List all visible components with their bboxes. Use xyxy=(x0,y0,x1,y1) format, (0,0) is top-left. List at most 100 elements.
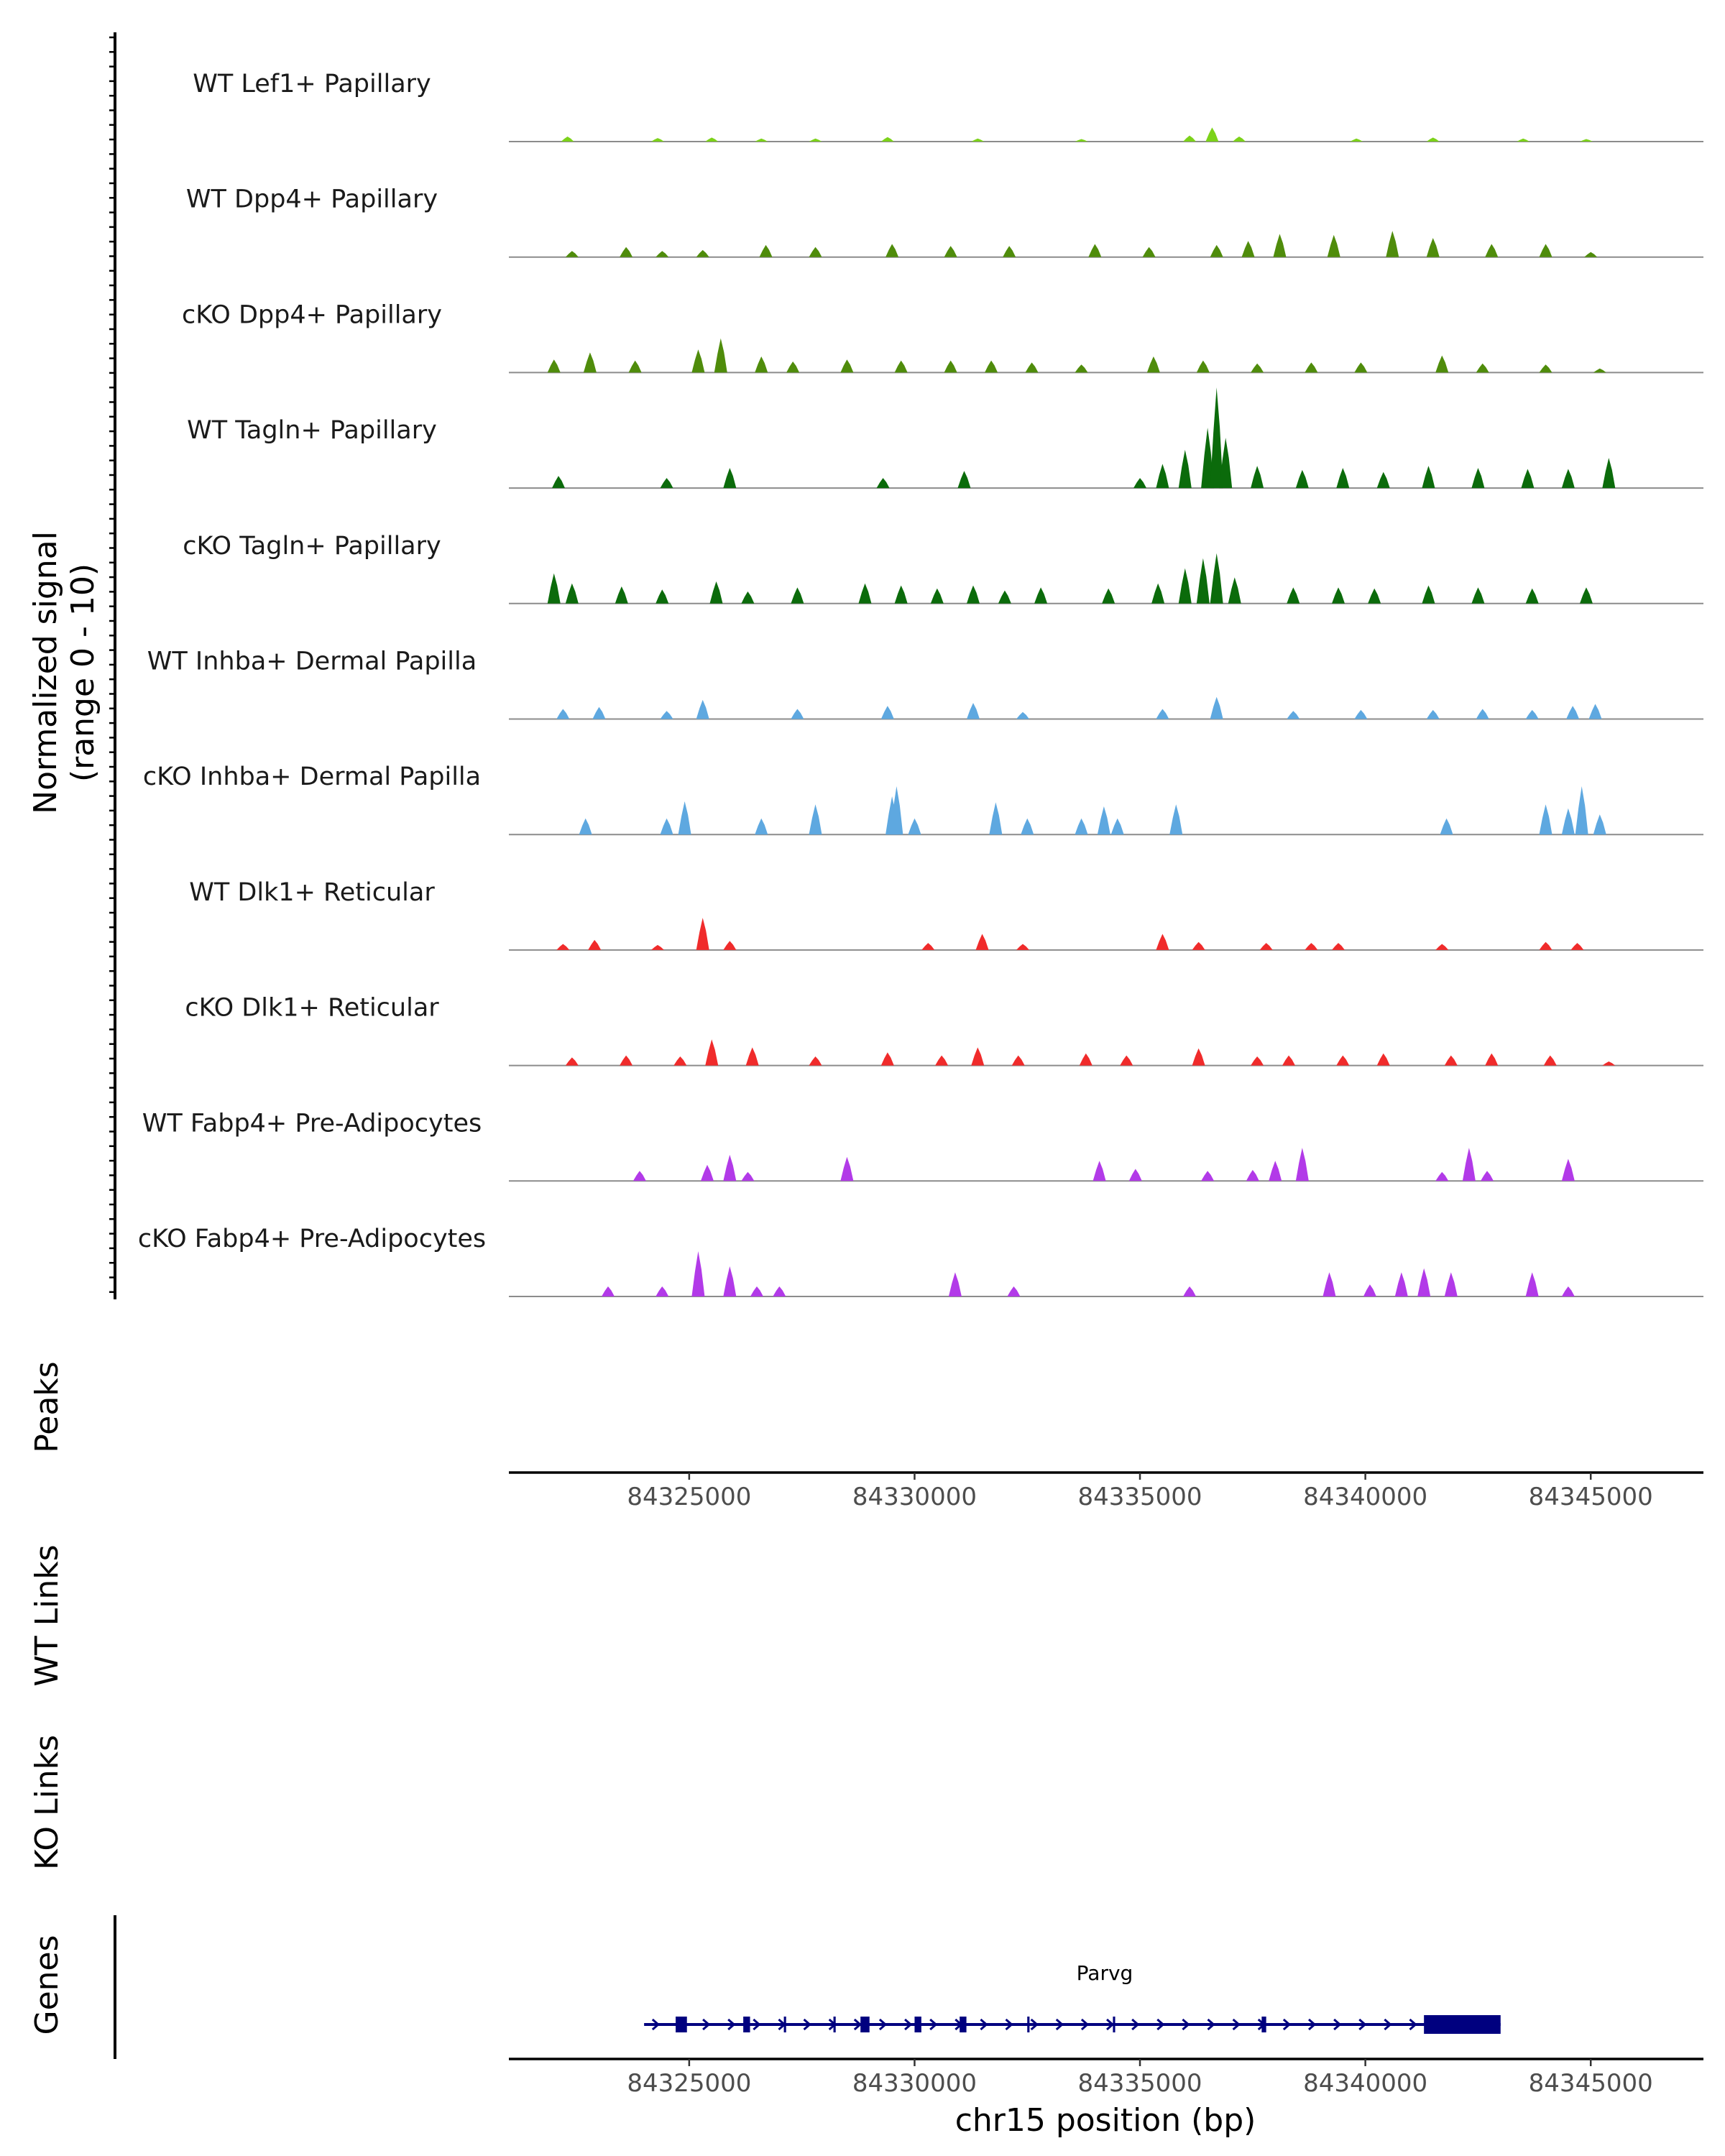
coverage-peak xyxy=(1444,1272,1458,1296)
coverage-peak xyxy=(1210,696,1223,719)
coverage-track-11: cKO Fabp4+ Pre-Adipocytes xyxy=(138,1225,1703,1297)
x-axis-tick-label: 84325000 xyxy=(627,1483,751,1511)
coverage-peak xyxy=(1169,804,1183,835)
coverage-peak xyxy=(660,818,673,835)
coverage-peak xyxy=(1196,558,1210,604)
gene-strand-arrow xyxy=(1156,2018,1165,2031)
gene-strand-arrow xyxy=(1207,2018,1215,2031)
coverage-peak xyxy=(700,1164,714,1181)
coverage-track-8: WT Dlk1+ Reticular xyxy=(189,878,1703,951)
coverage-peak xyxy=(750,1286,763,1296)
coverage-peak xyxy=(1092,1161,1106,1181)
gene-strand-arrow xyxy=(980,2018,988,2031)
gene-exon xyxy=(743,2017,750,2032)
coverage-peak xyxy=(1584,252,1598,257)
coverage-peak xyxy=(755,138,768,142)
coverage-peak xyxy=(935,1055,949,1066)
coverage-peak xyxy=(809,804,822,835)
coverage-y-axis-ticks xyxy=(109,36,115,1294)
coverage-peak xyxy=(1183,135,1197,142)
gene-strand-arrow xyxy=(1030,2018,1039,2031)
coverage-peak xyxy=(723,468,737,489)
x-axis-tick-label: 84345000 xyxy=(1529,1483,1653,1511)
coverage-peak xyxy=(656,589,669,604)
coverage-peak xyxy=(1376,471,1390,489)
coverage-peak xyxy=(966,703,980,719)
coverage-peak xyxy=(1183,1286,1197,1296)
coverage-peak xyxy=(944,246,957,257)
coverage-peak xyxy=(989,802,1003,835)
coverage-peak xyxy=(1525,588,1539,604)
track-label: cKO Dlk1+ Reticular xyxy=(185,994,439,1023)
gene-strand-arrow xyxy=(651,2018,661,2031)
coverage-peak xyxy=(1241,241,1255,257)
coverage-peak xyxy=(628,360,642,373)
gene-strand-arrow xyxy=(1131,2018,1140,2031)
coverage-peak xyxy=(1435,944,1449,950)
coverage-peak xyxy=(786,361,800,373)
coverage-peak xyxy=(592,706,606,719)
x-axis-tick-label: 84325000 xyxy=(627,2069,751,2098)
coverage-peak xyxy=(547,359,561,373)
coverage-peak xyxy=(791,709,804,719)
gene-model-parvg xyxy=(644,2015,1501,2034)
coverage-peak xyxy=(1088,244,1102,257)
gene-exon xyxy=(833,2017,836,2032)
coverage-peak xyxy=(1192,941,1205,950)
coverage-peak xyxy=(1282,1055,1296,1066)
coverage-peak xyxy=(880,1052,894,1066)
coverage-peak xyxy=(971,138,985,142)
coverage-y-axis-subtitle: (range 0 - 10) xyxy=(65,563,101,782)
coverage-peak xyxy=(1034,587,1048,604)
coverage-peak xyxy=(1485,244,1499,257)
coverage-peak xyxy=(809,1056,822,1066)
gene-strand-arrow xyxy=(904,2018,913,2031)
coverage-peak xyxy=(1287,711,1300,719)
gene-strand-arrow xyxy=(1384,2018,1392,2031)
coverage-peak xyxy=(709,581,723,604)
coverage-peak xyxy=(1525,709,1539,719)
x-axis-tick-label: 84335000 xyxy=(1078,1483,1202,1511)
coverage-peak xyxy=(1579,587,1593,604)
ko-links-track-label: KO Links xyxy=(29,1735,65,1870)
coverage-peak xyxy=(1386,231,1399,257)
coverage-peak xyxy=(1368,588,1381,604)
coverage-peak xyxy=(908,818,921,835)
coverage-peak xyxy=(1354,362,1368,373)
coverage-track-1: WT Lef1+ Papillary xyxy=(193,70,1703,142)
coverage-peak xyxy=(579,818,592,835)
coverage-peak xyxy=(1602,458,1616,489)
coverage-peak xyxy=(1476,709,1489,719)
coverage-peak xyxy=(948,1272,962,1296)
coverage-peak xyxy=(755,818,768,835)
coverage-peak xyxy=(1521,469,1535,489)
coverage-peak xyxy=(858,583,872,604)
coverage-peak xyxy=(565,251,579,257)
coverage-peak xyxy=(998,590,1011,604)
peaks-track-label: Peaks xyxy=(29,1361,65,1452)
track-label: WT Inhba+ Dermal Papilla xyxy=(147,648,477,676)
coverage-peak xyxy=(660,478,673,489)
coverage-peak xyxy=(894,585,908,604)
coverage-peak xyxy=(1201,1171,1215,1181)
coverage-peak xyxy=(1336,1055,1350,1066)
coverage-peak xyxy=(1021,818,1034,835)
coverage-peak xyxy=(1561,469,1575,489)
coverage-peak xyxy=(1602,1061,1616,1066)
coverage-peak xyxy=(1539,364,1552,373)
gene-exon xyxy=(1424,2015,1501,2034)
coverage-peak xyxy=(705,137,719,142)
gene-exon xyxy=(1261,2017,1266,2032)
coverage-peak xyxy=(601,1286,615,1296)
coverage-peak xyxy=(840,359,854,373)
x-axis-tick-label: 84340000 xyxy=(1303,2069,1427,2098)
gene-exon xyxy=(960,2017,967,2032)
coverage-peak xyxy=(1322,1272,1336,1296)
coverage-peak xyxy=(723,1154,737,1181)
gene-strand-arrow xyxy=(803,2018,811,2031)
coverage-peak xyxy=(678,801,691,835)
coverage-peak xyxy=(880,137,894,142)
coverage-peak xyxy=(809,247,822,257)
track-label: cKO Tagln+ Papillary xyxy=(183,532,441,561)
